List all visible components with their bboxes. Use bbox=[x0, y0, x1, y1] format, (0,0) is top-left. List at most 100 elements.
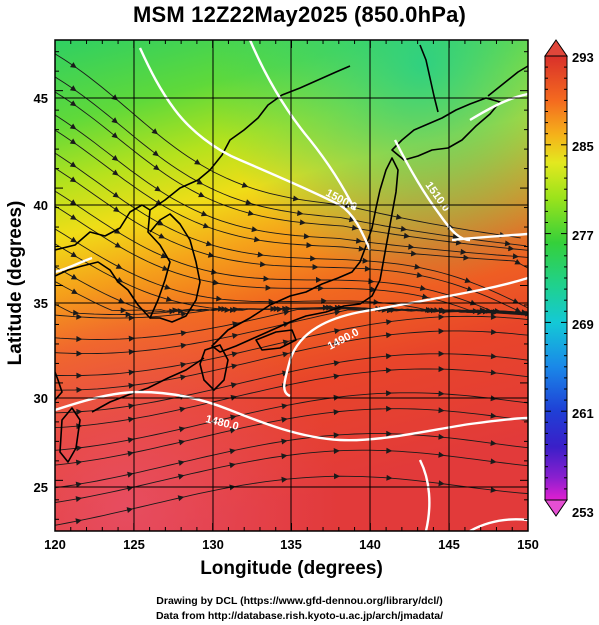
streamline-arrowhead bbox=[490, 329, 498, 335]
x-tick-label: 145 bbox=[438, 537, 460, 552]
streamline-arrowhead bbox=[490, 412, 497, 419]
streamline-arrowhead bbox=[118, 297, 125, 304]
streamline-arrowhead bbox=[421, 293, 429, 300]
y-axis-title: Latitude (degrees) bbox=[5, 200, 26, 366]
streamline-arrowhead bbox=[259, 261, 267, 268]
streamline-arrowhead bbox=[283, 309, 290, 316]
streamline-arrowhead bbox=[351, 224, 359, 231]
streamline-arrowhead bbox=[229, 462, 236, 469]
streamline-arrowhead bbox=[75, 459, 83, 466]
streamline-arrowhead bbox=[71, 288, 78, 294]
streamline-arrowhead bbox=[410, 250, 418, 257]
streamline-arrowhead bbox=[160, 252, 168, 259]
streamline bbox=[55, 315, 528, 377]
streamline-arrowhead bbox=[229, 427, 237, 434]
streamline-arrowhead bbox=[334, 328, 341, 335]
y-tick-label: 40 bbox=[34, 198, 48, 213]
contour-1500 bbox=[55, 232, 528, 274]
streamline-arrowhead bbox=[180, 362, 187, 368]
streamline-arrowhead bbox=[245, 199, 252, 205]
x-tick-label: 120 bbox=[44, 537, 66, 552]
streamline-arrowhead bbox=[464, 277, 472, 283]
y-tick-label: 35 bbox=[34, 296, 48, 311]
streamline-arrowhead bbox=[128, 403, 135, 410]
streamline-arrowhead bbox=[306, 242, 313, 249]
streamline-arrowhead bbox=[408, 243, 415, 250]
colorbar-label: 261 bbox=[572, 406, 594, 421]
x-tick-labels: 120 125 130 135 140 145 150 bbox=[44, 537, 539, 552]
streamline-arrowhead bbox=[111, 94, 118, 101]
streamline-arrowhead bbox=[535, 312, 541, 318]
coastline-manchuria bbox=[149, 65, 351, 211]
streamline-arrowhead bbox=[538, 311, 544, 317]
credit-data: Data from http://database.rish.kyoto-u.a… bbox=[155, 610, 444, 622]
streamline-arrowhead bbox=[370, 286, 377, 293]
streamline-arrowhead bbox=[111, 132, 119, 139]
streamline-arrowhead bbox=[178, 460, 185, 466]
streamline-arrowhead bbox=[232, 306, 240, 313]
colorbar-label: 277 bbox=[572, 228, 594, 243]
contour-1480 bbox=[55, 390, 528, 442]
streamline-arrowhead bbox=[490, 440, 497, 446]
streamline-arrowhead bbox=[251, 226, 258, 233]
streamline-arrowhead bbox=[69, 161, 77, 168]
streamline-arrowhead bbox=[400, 225, 408, 232]
streamline-arrowhead bbox=[504, 240, 512, 247]
streamline bbox=[55, 392, 528, 451]
streamline-arrowhead bbox=[70, 251, 78, 258]
streamline-arrowhead bbox=[281, 453, 288, 460]
streamline-arrowhead bbox=[69, 123, 77, 130]
streamline-arrowhead bbox=[530, 312, 536, 318]
contour-ne bbox=[469, 92, 528, 122]
streamline-arrowhead bbox=[111, 117, 118, 124]
streamline-arrowhead bbox=[460, 248, 467, 255]
streamline-arrowhead bbox=[333, 340, 341, 347]
streamline-arrowhead bbox=[114, 242, 122, 248]
streamline-arrowhead bbox=[333, 448, 340, 454]
streamline-arrowhead bbox=[158, 233, 166, 239]
streamline-arrowhead bbox=[355, 237, 363, 244]
x-tick-label: 150 bbox=[517, 537, 539, 552]
streamline-arrowhead bbox=[76, 350, 83, 357]
streamline-arrowhead bbox=[438, 307, 445, 314]
streamline-arrowhead bbox=[403, 232, 411, 239]
streamline-arrowhead bbox=[285, 305, 292, 312]
streamline-arrowhead bbox=[164, 284, 171, 290]
streamline-arrowhead bbox=[180, 311, 188, 317]
streamline-arrowhead bbox=[310, 255, 317, 262]
streamline-arrowhead bbox=[127, 450, 134, 457]
streamline-arrowhead bbox=[76, 386, 83, 393]
streamline-arrowhead bbox=[253, 236, 261, 243]
streamline-arrowhead bbox=[157, 219, 164, 226]
streamline-arrowhead bbox=[125, 311, 132, 318]
streamline-arrowhead bbox=[490, 313, 498, 320]
streamline-arrowhead bbox=[438, 390, 445, 397]
streamline-arrowhead bbox=[70, 273, 78, 280]
streamline-arrowhead bbox=[76, 445, 83, 452]
streamline-arrowhead bbox=[75, 496, 82, 502]
streamline-arrowhead bbox=[508, 245, 515, 252]
streamline-arrowhead bbox=[128, 349, 135, 355]
streamline-arrowhead bbox=[231, 363, 238, 370]
streamline-arrowhead bbox=[373, 299, 380, 306]
coastline-china-south bbox=[55, 371, 63, 401]
streamline-arrowhead bbox=[438, 407, 445, 414]
streamline-arrowhead bbox=[128, 314, 135, 321]
streamline-arrowhead bbox=[438, 314, 445, 321]
streamline-arrowhead bbox=[303, 233, 310, 240]
colorbar-min-arrow bbox=[544, 499, 568, 517]
streamline-arrowhead bbox=[221, 306, 228, 312]
streamline-arrowhead bbox=[386, 405, 393, 412]
streamline-arrowhead bbox=[386, 307, 393, 313]
colorbar-ramp bbox=[544, 55, 568, 501]
coastlines bbox=[55, 44, 528, 463]
streamline-arrowhead bbox=[230, 382, 238, 389]
streamline-arrowhead bbox=[127, 437, 135, 444]
streamline-arrowhead bbox=[115, 263, 123, 269]
colorbar-label: 269 bbox=[572, 317, 594, 332]
streamline-arrowhead bbox=[334, 309, 341, 316]
streamline-arrowhead bbox=[180, 330, 188, 337]
streamline-arrowhead bbox=[282, 351, 289, 358]
streamline-arrowhead bbox=[69, 176, 77, 183]
streamline-arrowhead bbox=[126, 507, 134, 513]
